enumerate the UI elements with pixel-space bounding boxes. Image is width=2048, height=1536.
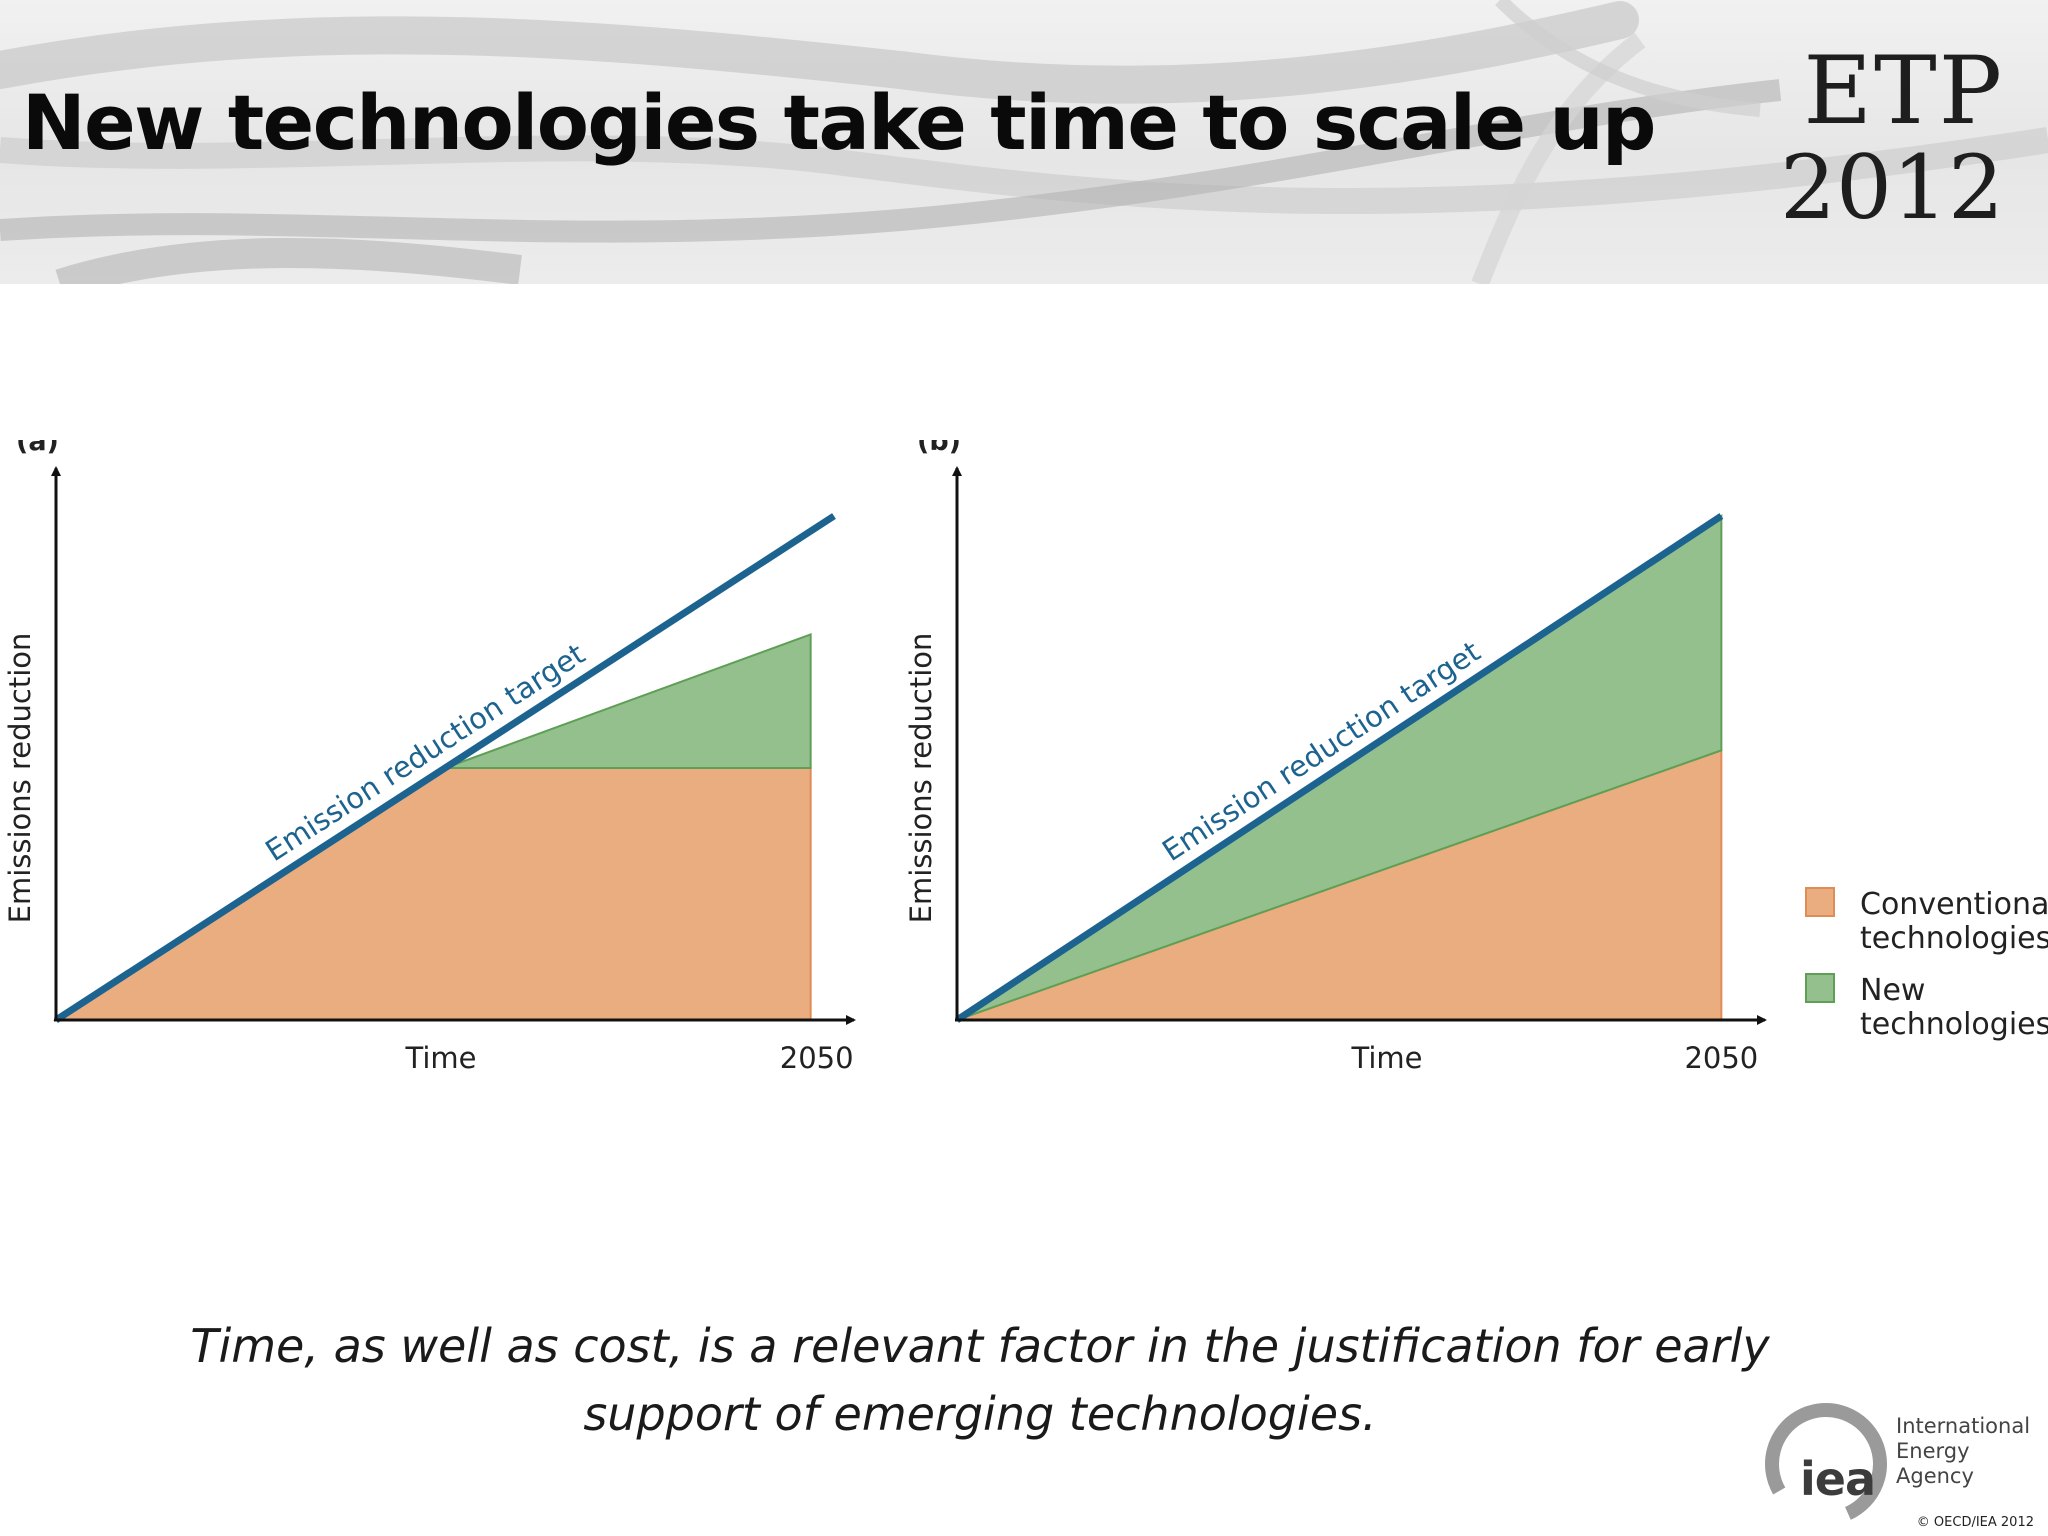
- chart-panel-a: Emission reduction target(a)Emissions re…: [3, 440, 856, 1075]
- emission-target-line: [54, 513, 836, 1023]
- legend-swatch: [1805, 887, 1835, 917]
- iea-name-line-2: Energy Agency: [1896, 1439, 1974, 1488]
- legend-label-line2: technologies: [1860, 1007, 2048, 1042]
- slide-caption: Time, as well as cost, is a relevant fac…: [160, 1312, 1800, 1448]
- legend-label-line1: Conventional: [1860, 887, 2048, 922]
- iea-ring-icon: [1765, 1403, 1887, 1525]
- y-axis-label: Emissions reduction: [3, 633, 37, 924]
- legend-label-line1: New: [1860, 973, 1925, 1008]
- copyright-notice: © OECD/IEA 2012: [1916, 1515, 2034, 1530]
- caption-line-2: support of emerging technologies.: [583, 1387, 1377, 1441]
- iea-logo-letters: iea: [1800, 1452, 1876, 1506]
- panel-label: (b): [917, 440, 961, 457]
- etp-2012-logo: ETP 2012: [1780, 44, 2004, 236]
- slide-title: New technologies take time to scale up: [22, 78, 1656, 167]
- iea-name-line-1: International: [1896, 1414, 2031, 1438]
- caption-line-1: Time, as well as cost, is a relevant fac…: [190, 1319, 1770, 1373]
- slide-header: New technologies take time to scale up E…: [0, 0, 2048, 284]
- emissions-figure: Emission reduction target(a)Emissions re…: [3, 440, 2048, 1075]
- x-axis-label: Time: [1351, 1041, 1423, 1075]
- x-axis-label: Time: [405, 1041, 477, 1075]
- y-axis-label: Emissions reduction: [904, 633, 938, 924]
- header-swoosh-art: [0, 0, 2048, 284]
- iea-agency-name: International Energy Agency: [1896, 1414, 2048, 1489]
- emission-target-line: [955, 513, 1724, 1023]
- panel-label: (a): [16, 440, 59, 457]
- area-new-technologies: [444, 633, 812, 769]
- etp-logo-line1: ETP: [1803, 37, 2004, 146]
- legend-label-line2: technologies: [1860, 921, 2048, 956]
- legend-swatch: [1805, 973, 1835, 1003]
- x-tick-2050: 2050: [780, 1041, 854, 1075]
- area-conventional-technologies: [52, 767, 812, 1021]
- chart-panel-b: Emission reduction target(b)Emissions re…: [904, 440, 1767, 1075]
- x-tick-2050: 2050: [1684, 1041, 1758, 1075]
- iea-logo: iea International Energy Agency: [1756, 1396, 2048, 1536]
- etp-logo-line2: 2012: [1780, 136, 2004, 239]
